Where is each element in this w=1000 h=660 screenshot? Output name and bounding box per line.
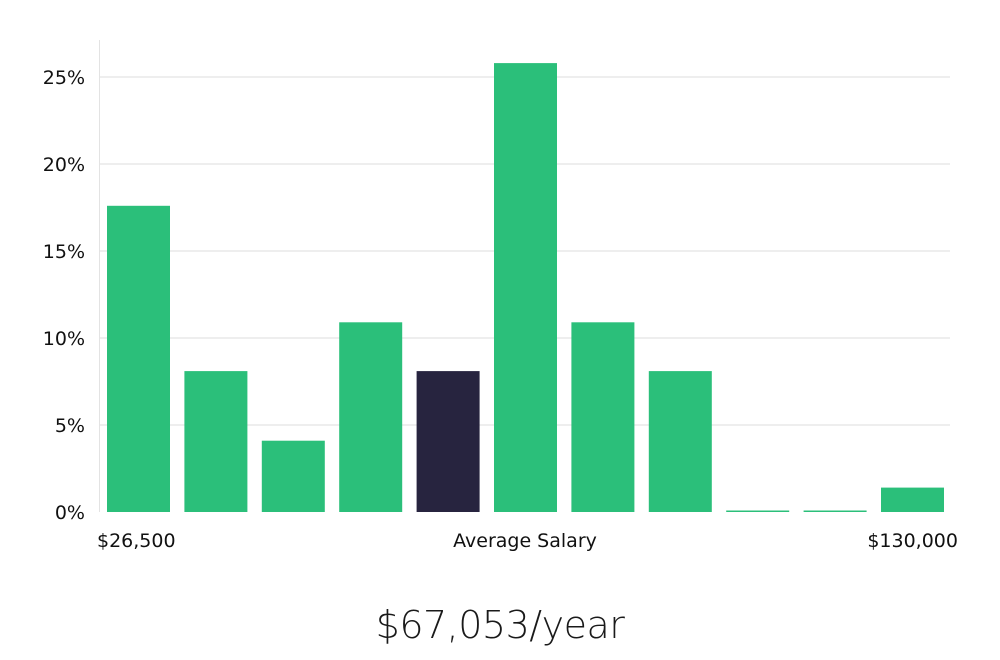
y-tick-label: 10% [43, 328, 85, 350]
y-tick-label: 25% [43, 67, 85, 89]
y-axis-ticks: 0% 5% 10% 15% 20% 25% [43, 67, 85, 524]
average-salary-value: $67,053/year [375, 603, 625, 647]
average-salary-bar [416, 371, 480, 512]
histogram-bar [184, 371, 248, 512]
y-tick-label: 0% [55, 502, 85, 524]
histogram-bar [107, 205, 170, 513]
histogram-bar [494, 63, 557, 512]
x-label-center: Average Salary [453, 530, 597, 552]
x-label-max: $130,000 [867, 530, 958, 552]
y-tick-label: 15% [43, 241, 85, 263]
histogram-bar [261, 440, 325, 512]
bars [107, 63, 944, 513]
histogram-bar [726, 510, 790, 512]
y-tick-label: 20% [43, 154, 85, 176]
histogram-bar [571, 322, 635, 512]
x-label-min: $26,500 [97, 530, 176, 552]
y-tick-label: 5% [55, 415, 85, 437]
salary-histogram: 0%5%10%15%20%25% $26,500 Average Salary … [43, 40, 958, 552]
histogram-bar [339, 322, 403, 512]
histogram-bar [648, 371, 712, 512]
histogram-bar [803, 510, 867, 512]
histogram-bar [881, 487, 944, 512]
